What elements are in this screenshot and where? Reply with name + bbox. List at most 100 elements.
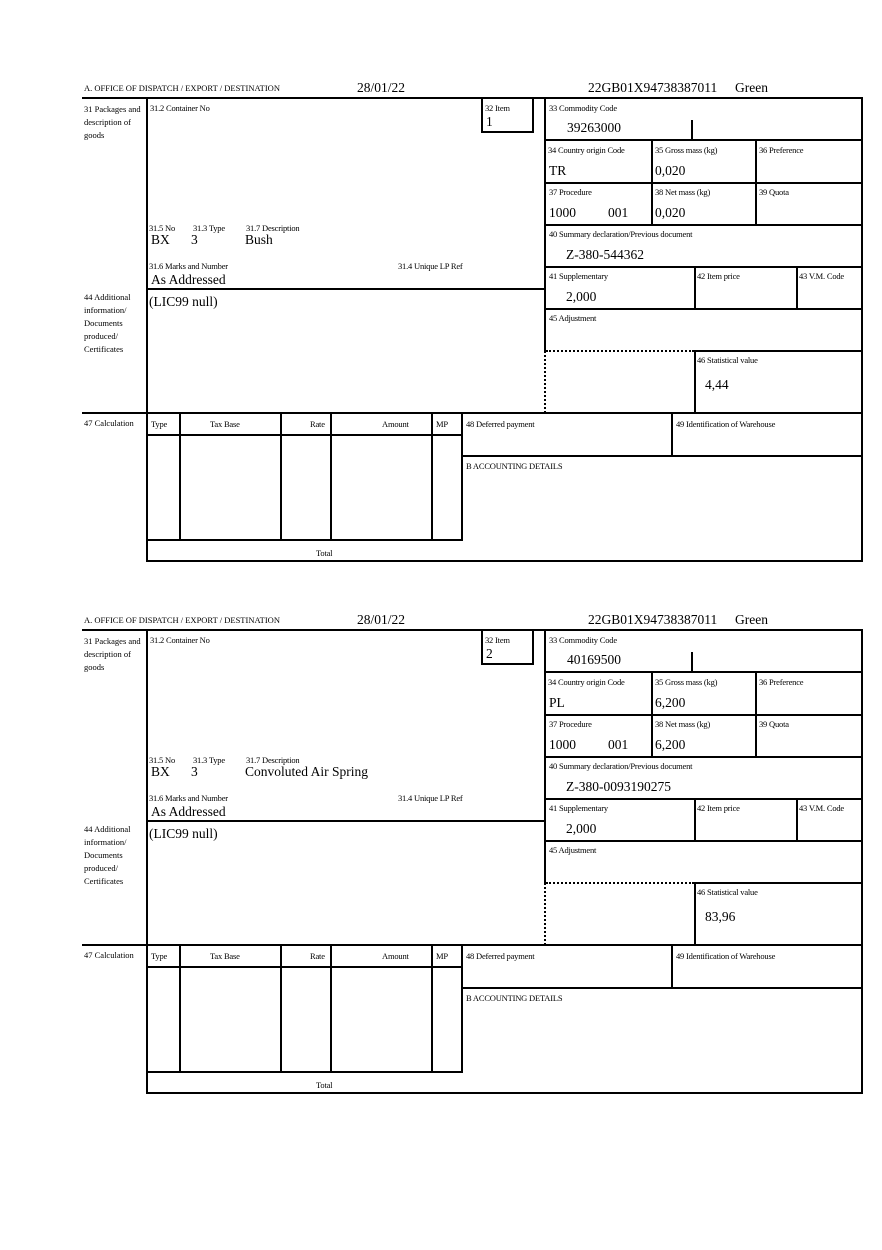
calculation-label: 47 Calculation [84, 950, 134, 960]
declaration-item-block: A. OFFICE OF DISPATCH / EXPORT / DESTINA… [0, 532, 882, 1094]
item-label: 32 Item [485, 635, 510, 645]
divider [146, 288, 546, 290]
divider [461, 945, 463, 1073]
reference-number: 22GB01X94738387011 [588, 80, 718, 95]
divider [755, 672, 757, 757]
calc-type-header: Type [151, 419, 168, 429]
divider [146, 1092, 863, 1094]
divider [461, 413, 463, 541]
divider [179, 945, 181, 1073]
divider [544, 351, 546, 413]
preference-label: 36 Preference [759, 145, 804, 155]
accounting-details-label: B ACCOUNTING DETAILS [466, 993, 563, 1003]
procedure-additional: 001 [608, 205, 629, 220]
divider [544, 798, 862, 800]
divider [431, 413, 433, 541]
commodity-code: 40169500 [567, 652, 621, 667]
divider [691, 652, 693, 672]
divider [532, 97, 534, 133]
office-label: A. OFFICE OF DISPATCH / EXPORT / DESTINA… [84, 615, 280, 625]
calc-type-header: Type [151, 951, 168, 961]
divider [544, 756, 862, 758]
package-count: 3 [191, 764, 198, 779]
packages-label: 31 Packages and description of goods [84, 636, 141, 672]
vm-code-label: 43 V.M. Code [799, 271, 844, 281]
divider [280, 945, 282, 1073]
divider [481, 663, 534, 665]
pkg-description-label: 31.7 Description [246, 223, 300, 233]
package-count: 3 [191, 232, 198, 247]
divider [544, 308, 862, 310]
item-number: 2 [486, 646, 493, 661]
commodity-code-label: 33 Commodity Code [549, 103, 617, 113]
summary-declaration: Z-380-544362 [566, 247, 644, 262]
calc-rate-header: Rate [310, 419, 325, 429]
calc-amount-header: Amount [382, 419, 409, 429]
divider [146, 97, 148, 562]
supplementary-label: 41 Supplementary [549, 803, 608, 813]
container-no-label: 31.2 Container No [150, 635, 210, 645]
procedure-label: 37 Procedure [549, 187, 592, 197]
divider [544, 714, 862, 716]
net-mass: 6,200 [655, 737, 686, 752]
date: 28/01/22 [357, 612, 406, 627]
divider [861, 97, 863, 562]
divider [481, 97, 483, 133]
divider [861, 629, 863, 1094]
divider [544, 883, 546, 945]
divider [546, 350, 694, 352]
adjustment-label: 45 Adjustment [549, 845, 597, 855]
country-origin: PL [549, 695, 565, 710]
packages-label: 31 Packages and description of goods [84, 104, 141, 140]
calc-rate-header: Rate [310, 951, 325, 961]
item-price-label: 42 Item price [697, 271, 740, 281]
divider [651, 672, 653, 757]
additional-info: (LIC99 null) [149, 294, 218, 309]
divider [82, 97, 863, 99]
divider [146, 560, 863, 562]
marks-value: As Addressed [151, 272, 226, 287]
divider [82, 944, 863, 946]
calc-mp-header: MP [436, 419, 448, 429]
divider [82, 412, 863, 414]
gross-mass: 6,200 [655, 695, 686, 710]
divider [796, 267, 798, 309]
gross-mass-label: 35 Gross mass (kg) [655, 145, 718, 155]
divider [694, 350, 862, 352]
divider [544, 671, 862, 673]
divider [532, 629, 534, 665]
calc-total-label: Total [316, 1080, 333, 1090]
calc-mp-header: MP [436, 951, 448, 961]
divider [146, 1071, 463, 1073]
item-number: 1 [486, 114, 493, 129]
divider [461, 987, 862, 989]
divider [544, 840, 862, 842]
country-origin-label: 34 Country origin Code [548, 145, 625, 155]
calc-total-label: Total [316, 548, 333, 558]
divider [544, 266, 862, 268]
summary-declaration-label: 40 Summary declaration/Previous document [549, 761, 693, 771]
route-status: Green [735, 80, 768, 95]
divider [179, 413, 181, 541]
route-status: Green [735, 612, 768, 627]
package-kind: BX [151, 764, 170, 779]
divider [544, 224, 862, 226]
procedure-label: 37 Procedure [549, 719, 592, 729]
goods-description: Bush [245, 232, 273, 247]
accounting-details-label: B ACCOUNTING DETAILS [466, 461, 563, 471]
divider [461, 455, 862, 457]
commodity-code: 39263000 [567, 120, 621, 135]
reference-number: 22GB01X94738387011 [588, 612, 718, 627]
unique-lp-label: 31.4 Unique LP Ref [398, 261, 463, 271]
pkg-type-label: 31.3 Type [193, 755, 225, 765]
divider [146, 966, 463, 968]
office-label: A. OFFICE OF DISPATCH / EXPORT / DESTINA… [84, 83, 280, 93]
container-no-label: 31.2 Container No [150, 103, 210, 113]
net-mass: 0,020 [655, 205, 686, 220]
supplementary-label: 41 Supplementary [549, 271, 608, 281]
procedure-code: 1000 [549, 205, 576, 220]
divider [146, 434, 463, 436]
calculation-label: 47 Calculation [84, 418, 134, 428]
statistical-value-label: 46 Statistical value [697, 355, 758, 365]
summary-declaration: Z-380-0093190275 [566, 779, 671, 794]
